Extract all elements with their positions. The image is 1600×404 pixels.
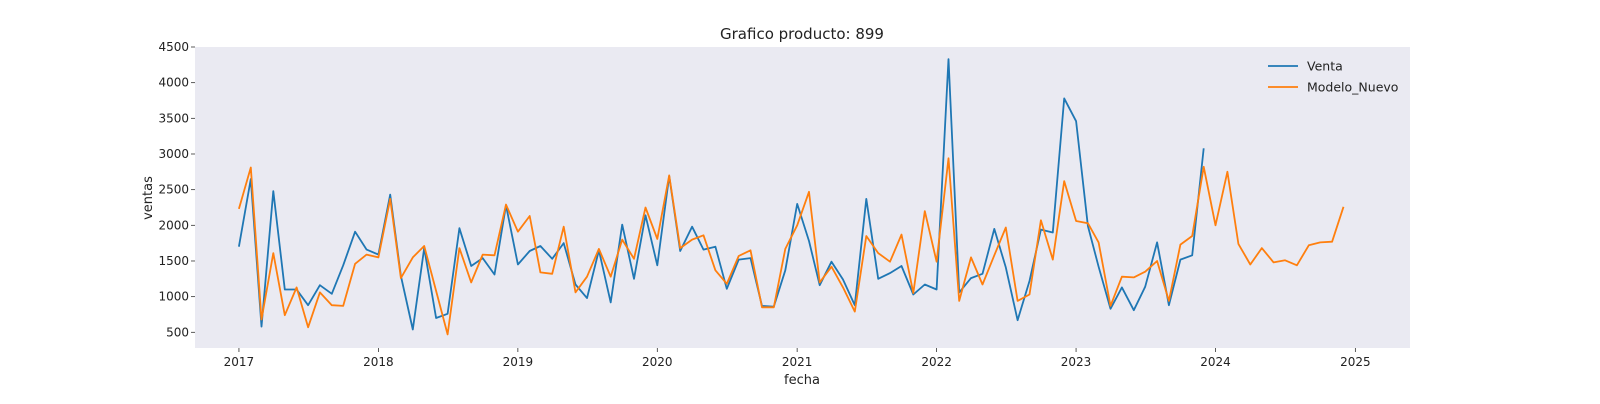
y-tick-label: 1500 — [158, 254, 189, 268]
y-tick-label: 3500 — [158, 111, 189, 125]
legend: Venta Modelo_Nuevo — [1268, 59, 1398, 95]
y-axis-label: ventas — [141, 176, 156, 220]
x-tick-label: 2017 — [224, 355, 255, 369]
y-tick-label: 1000 — [158, 290, 189, 304]
y-tick-label: 4000 — [158, 76, 189, 90]
y-tick-label: 500 — [166, 325, 189, 339]
x-tick-label: 2018 — [363, 355, 394, 369]
chart-title: Grafico producto: 899 — [720, 25, 884, 43]
x-axis: 2017 2018 2019 2020 2021 2022 2023 2024 2025 — [224, 348, 1371, 369]
x-tick-label: 2019 — [503, 355, 534, 369]
series-line-modelo-nuevo — [238, 157, 1345, 336]
plot-area — [195, 47, 1410, 348]
y-tick-label: 2000 — [158, 218, 189, 232]
y-tick-label: 4500 — [158, 40, 189, 54]
x-axis-label: fecha — [784, 373, 820, 388]
legend-entry: Modelo_Nuevo — [1307, 80, 1398, 95]
x-tick-label: 2024 — [1200, 355, 1231, 369]
x-tick-label: 2025 — [1340, 355, 1371, 369]
y-axis: 500 1000 1500 2000 2500 3000 3500 4000 4500 — [158, 40, 195, 339]
legend-entry: Venta — [1307, 59, 1343, 74]
x-tick-label: 2021 — [782, 355, 813, 369]
x-tick-label: 2022 — [921, 355, 952, 369]
y-tick-label: 2500 — [158, 183, 189, 197]
series-group — [238, 58, 1345, 336]
x-tick-label: 2020 — [642, 355, 673, 369]
x-tick-label: 2023 — [1061, 355, 1092, 369]
y-tick-label: 3000 — [158, 147, 189, 161]
